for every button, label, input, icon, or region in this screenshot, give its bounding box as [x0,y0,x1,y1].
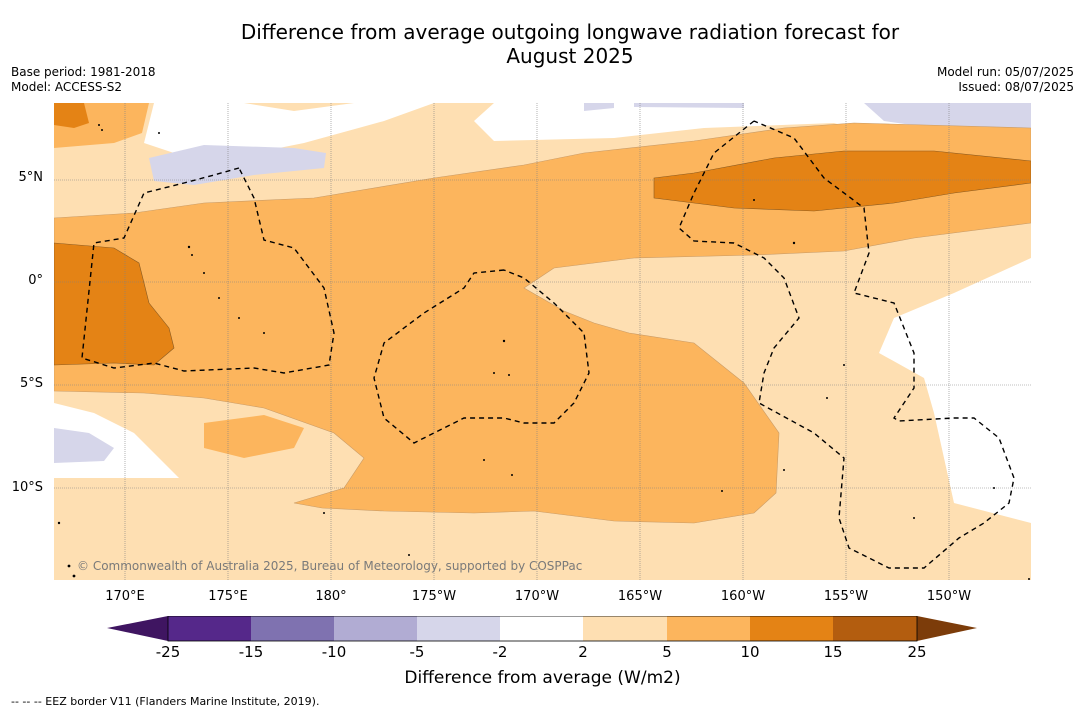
colorbar-segment-3 [334,616,417,641]
anomaly-band-10-15-west [54,242,175,366]
meta-right: Model run: 05/07/2025 Issued: 08/07/2025 [937,65,1074,95]
colorbar [107,616,977,642]
lat-label-0: 0° [28,273,43,288]
graticule [54,103,1031,580]
colorbar-segment-8 [750,616,833,641]
colorbar-tick-2: -10 [321,643,347,661]
colorbar-segment-7 [667,616,750,641]
colorbar-tick-9: 25 [907,643,927,661]
colorbar-tick-0: -25 [155,643,181,661]
colorbar-tick-4: -2 [492,643,508,661]
colorbar-segment-9 [833,616,917,641]
anomaly-band-10-15-northeast [653,150,1031,212]
model-run: Model run: 05/07/2025 [936,65,1074,79]
copyright-notice: © Commonwealth of Australia 2025, Bureau… [77,559,583,573]
lon-label-150w: 150°W [926,589,972,604]
colorbar-segment-5 [500,616,583,641]
colorbar-frame [167,616,918,642]
lon-label-175w: 175°W [411,589,457,604]
negative-region-north [149,145,326,185]
lon-label-180: 180° [315,589,347,604]
colorbar-tick-7: 10 [740,643,760,661]
eez-borders [81,120,1015,569]
colorbar-segment-2 [251,616,334,641]
anomaly-band-10-15-corner [54,103,89,128]
islands [57,124,1030,580]
forecast-map[interactable] [54,103,1031,580]
lon-label-155w: 155°W [823,589,869,604]
lat-label-5n: 5°N [18,170,44,185]
anomaly-band-5-10 [54,122,1031,524]
issued-date: Issued: 08/07/2025 [958,80,1074,94]
title-line-1: Difference from average outgoing longwav… [240,20,900,44]
lon-label-170w: 170°W [514,589,560,604]
eez-legend-note: -- -- -- EEZ border V11 (Flanders Marine… [11,695,320,708]
colorbar-segment-10 [917,616,977,641]
colorbar-segment-4 [417,616,500,641]
colorbar-segment-1 [168,616,251,641]
colorbar-label: Difference from average (W/m2) [404,668,681,688]
negative-region-northeast [864,103,1031,131]
lat-label-5s: 5°S [19,376,43,391]
lon-label-175e: 175°E [208,589,248,604]
colorbar-tick-6: 5 [662,643,672,661]
colorbar-tick-8: 15 [823,643,843,661]
colorbar-segment-6 [583,616,667,641]
map-canvas [54,103,1031,580]
lon-label-160w: 160°W [720,589,766,604]
negative-region-top [584,103,744,111]
meta-left: Base period: 1981-2018 Model: ACCESS-S2 [11,65,156,95]
colorbar-segment-0 [107,616,168,641]
model-name: Model: ACCESS-S2 [11,80,123,94]
title-line-2: August 2025 [506,44,634,68]
lon-label-170e: 170°E [105,589,145,604]
colorbar-tick-5: 2 [578,643,588,661]
negative-region-west [54,428,114,463]
chart-title: Difference from average outgoing longwav… [0,20,1085,68]
neutral-region-east [879,258,1031,523]
colorbar-tick-3: -5 [409,643,425,661]
lon-label-165w: 165°W [617,589,663,604]
anomaly-band-5-10-south [204,415,304,458]
lat-label-10s: 10°S [11,480,43,495]
base-period: Base period: 1981-2018 [11,65,156,79]
colorbar-tick-1: -15 [238,643,264,661]
